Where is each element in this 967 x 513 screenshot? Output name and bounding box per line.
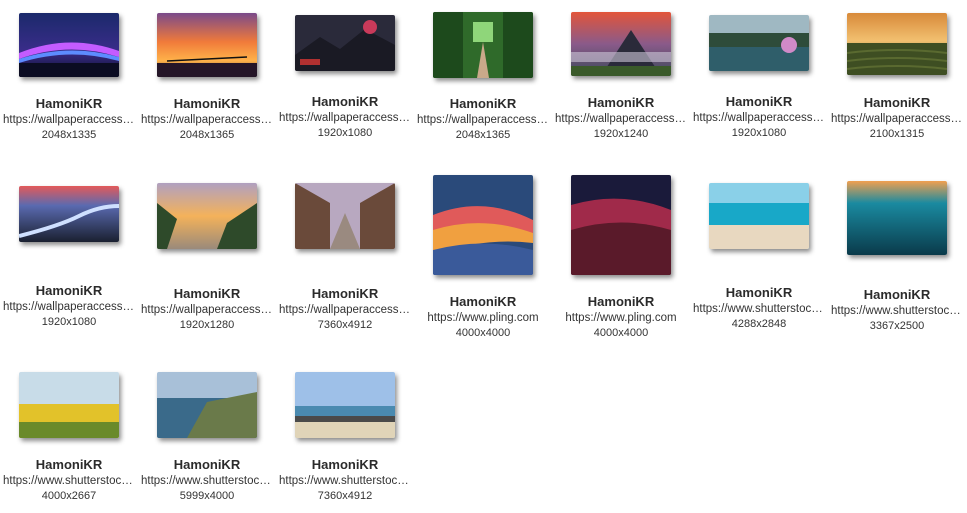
- wallpaper-resolution: 1920x1280: [179, 319, 235, 331]
- wallpaper-resolution: 7360x4912: [317, 319, 373, 331]
- wallpaper-thumbnail[interactable]: [709, 183, 809, 249]
- wallpaper-thumbnail[interactable]: [847, 181, 947, 255]
- wallpaper-author: HamoniKR: [311, 457, 379, 472]
- wallpaper-resolution: 3367x2500: [869, 320, 925, 332]
- wallpaper-author: HamoniKR: [35, 96, 103, 111]
- wallpaper-resolution: 4000x2667: [41, 490, 97, 502]
- wallpaper-resolution: 5999x4000: [179, 490, 235, 502]
- wallpaper-source-link[interactable]: https://www.pling.com: [427, 312, 539, 324]
- wallpaper-resolution: 2048x1335: [41, 129, 97, 141]
- wallpaper-resolution: 1920x1080: [731, 127, 787, 139]
- wallpaper-author: HamoniKR: [173, 96, 241, 111]
- wallpaper-author: HamoniKR: [863, 287, 931, 302]
- wallpaper-thumbnail[interactable]: [433, 12, 533, 78]
- wallpaper-thumbnail[interactable]: [709, 15, 809, 71]
- wallpaper-author: HamoniKR: [725, 285, 793, 300]
- wallpaper-source-link[interactable]: https://www.shutterstock.com: [279, 475, 414, 487]
- wallpaper-author: HamoniKR: [725, 94, 793, 109]
- wallpaper-author: HamoniKR: [587, 95, 655, 110]
- wallpaper-author: HamoniKR: [863, 95, 931, 110]
- wallpaper-thumbnail[interactable]: [295, 372, 395, 438]
- wallpaper-thumbnail[interactable]: [571, 12, 671, 76]
- wallpaper-thumbnail[interactable]: [847, 13, 947, 75]
- wallpaper-source-link[interactable]: https://www.shutterstock.com: [141, 475, 276, 487]
- wallpaper-resolution: 4288x2848: [731, 318, 787, 330]
- wallpaper-author: HamoniKR: [449, 294, 517, 309]
- wallpaper-thumbnail[interactable]: [19, 186, 119, 242]
- wallpaper-resolution: 2100x1315: [869, 128, 925, 140]
- wallpaper-thumbnail[interactable]: [19, 372, 119, 438]
- wallpaper-resolution: 4000x4000: [593, 327, 649, 339]
- wallpaper-source-link[interactable]: https://www.pling.com: [565, 312, 677, 324]
- wallpaper-source-link[interactable]: https://www.shutterstock.com: [693, 303, 828, 315]
- wallpaper-resolution: 1920x1080: [41, 316, 97, 328]
- wallpaper-author: HamoniKR: [449, 96, 517, 111]
- wallpaper-author: HamoniKR: [35, 283, 103, 298]
- wallpaper-resolution: 4000x4000: [455, 327, 511, 339]
- wallpaper-author: HamoniKR: [311, 94, 379, 109]
- wallpaper-resolution: 7360x4912: [317, 490, 373, 502]
- wallpaper-resolution: 2048x1365: [179, 129, 235, 141]
- wallpaper-author: HamoniKR: [173, 457, 241, 472]
- wallpaper-thumbnail[interactable]: [433, 175, 533, 275]
- wallpaper-thumbnail[interactable]: [295, 183, 395, 249]
- wallpaper-author: HamoniKR: [311, 286, 379, 301]
- wallpaper-resolution: 1920x1240: [593, 128, 649, 140]
- wallpaper-author: HamoniKR: [35, 457, 103, 472]
- wallpaper-author: HamoniKR: [173, 286, 241, 301]
- wallpaper-source-link[interactable]: https://www.shutterstock.com: [831, 305, 966, 317]
- wallpaper-resolution: 2048x1365: [455, 129, 511, 141]
- wallpaper-thumbnail[interactable]: [157, 13, 257, 77]
- wallpaper-author: HamoniKR: [587, 294, 655, 309]
- wallpaper-thumbnail[interactable]: [571, 175, 671, 275]
- wallpaper-thumbnail[interactable]: [157, 183, 257, 249]
- wallpaper-thumbnail[interactable]: [157, 372, 257, 438]
- wallpaper-resolution: 1920x1080: [317, 127, 373, 139]
- wallpaper-source-link[interactable]: https://www.shutterstock.com: [3, 475, 138, 487]
- wallpaper-thumbnail[interactable]: [19, 13, 119, 77]
- wallpaper-thumbnail[interactable]: [295, 15, 395, 71]
